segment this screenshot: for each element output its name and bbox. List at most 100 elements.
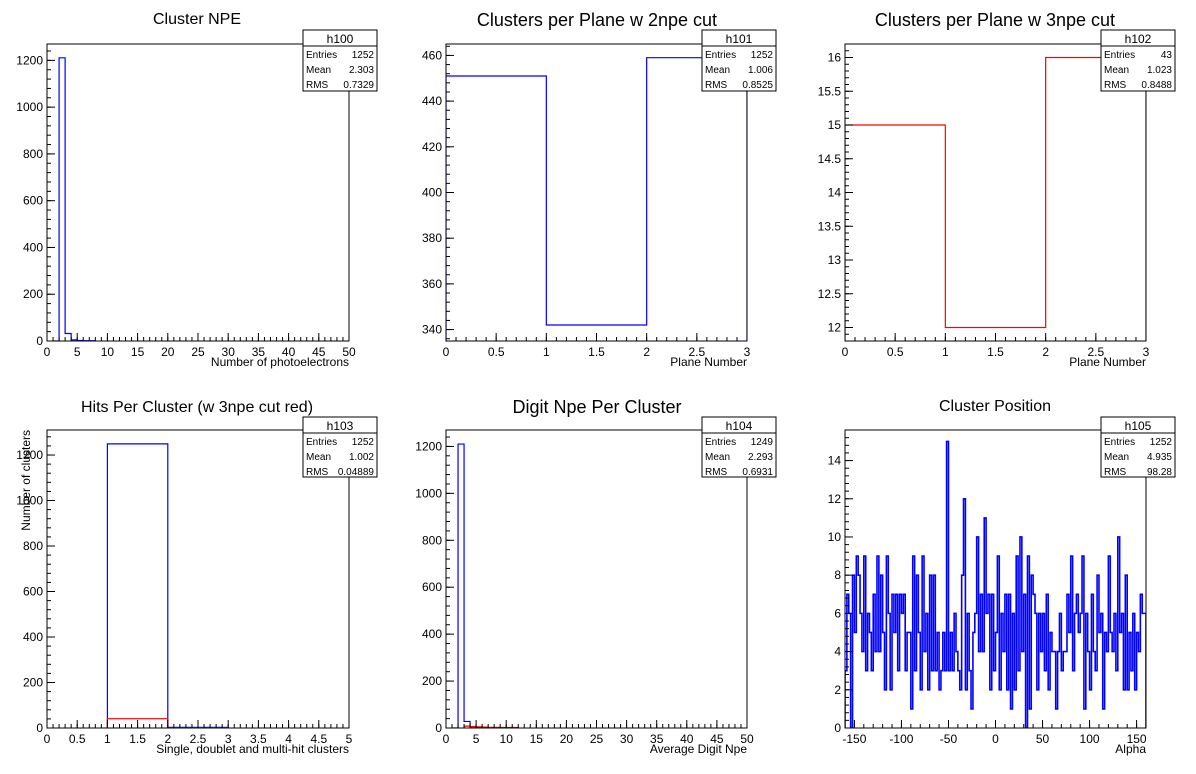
y-tick-label: 14 — [828, 454, 842, 468]
y-tick-label: 2 — [834, 683, 841, 697]
stats-label-mean: Mean — [705, 65, 730, 76]
stats-box-frame — [1100, 29, 1176, 92]
x-tick-label: 0.5 — [488, 345, 505, 359]
stats-value-rms: 0.8525 — [742, 80, 773, 91]
stats-value-entries: 43 — [1161, 50, 1173, 61]
x-tick-label: 20 — [560, 732, 574, 746]
x-tick-label: 20 — [161, 345, 175, 359]
y-tick-label: 1000 — [16, 494, 43, 508]
stats-hist-name: h103 — [327, 419, 354, 433]
y-tick-label: 12 — [828, 492, 842, 506]
histogram-series-0 — [845, 440, 1146, 728]
y-tick-label: 12 — [828, 321, 842, 335]
x-tick-label: 4.5 — [310, 732, 327, 746]
x-tick-label: 0 — [842, 345, 849, 359]
y-tick-label: 15.5 — [818, 84, 842, 98]
stats-value-mean: 2.293 — [748, 452, 773, 463]
x-tick-label: 1 — [543, 345, 550, 359]
x-tick-label: 1.5 — [588, 345, 605, 359]
y-tick-label: 200 — [422, 674, 442, 688]
x-tick-label: 0.5 — [69, 732, 86, 746]
y-tick-label: 13 — [828, 253, 842, 267]
stats-hist-name: h101 — [726, 32, 753, 46]
stats-value-entries: 1252 — [1150, 437, 1173, 448]
x-tick-label: 3.5 — [250, 732, 267, 746]
y-tick-label: 400 — [23, 630, 43, 644]
stats-label-rms: RMS — [306, 80, 329, 91]
stats-label-entries: Entries — [306, 437, 337, 448]
stats-value-rms: 0.8488 — [1141, 80, 1172, 91]
chart-pad-h104: Digit Npe Per Cluster 0 5 10 15 20 25 30 35 40 45 5… — [415, 397, 777, 756]
stats-value-rms: 98.28 — [1147, 467, 1172, 478]
y-tick-label: 8 — [834, 568, 841, 582]
x-tick-label: -50 — [940, 732, 958, 746]
stats-box: h101 Entries 1252 Mean 1.006 RMS 0.8525 — [701, 29, 777, 92]
x-tick-label: 45 — [710, 732, 724, 746]
x-axis-title: Plane Number — [1069, 355, 1146, 369]
histogram-series-0 — [106, 443, 229, 728]
stats-box: h103 Entries 1252 Mean 1.002 RMS 0.04889 — [302, 416, 378, 478]
stats-value-entries: 1252 — [352, 50, 375, 61]
y-tick-label: 0 — [834, 721, 841, 735]
y-tick-label: 15 — [828, 118, 842, 132]
y-tick-label: 800 — [23, 147, 43, 161]
y-tick-label: 1000 — [16, 100, 43, 114]
y-tick-label: 1200 — [16, 53, 43, 67]
chart-title: Clusters per Plane w 3npe cut — [875, 10, 1115, 30]
stats-label-rms: RMS — [1104, 467, 1127, 478]
x-tick-label: 45 — [312, 345, 326, 359]
histogram-series-0 — [53, 57, 96, 341]
stats-label-entries: Entries — [306, 50, 337, 61]
x-tick-label: 0 — [44, 345, 51, 359]
stats-value-mean: 2.303 — [349, 65, 374, 76]
x-tick-label: 0 — [443, 732, 450, 746]
y-tick-label: 400 — [422, 186, 442, 200]
y-tick-label: 0 — [36, 721, 43, 735]
y-tick-label: 800 — [422, 533, 442, 547]
y-tick-label: 1200 — [415, 439, 442, 453]
y-tick-label: 800 — [23, 539, 43, 553]
y-tick-label: 0 — [36, 334, 43, 348]
x-tick-label: 40 — [680, 732, 694, 746]
x-tick-label: 5 — [346, 732, 353, 746]
x-tick-label: 3 — [1143, 345, 1150, 359]
y-tick-label: 340 — [422, 323, 442, 337]
stats-box: h100 Entries 1252 Mean 2.303 RMS 0.7329 — [302, 29, 378, 92]
stats-label-rms: RMS — [1104, 80, 1127, 91]
x-tick-label: 2.5 — [688, 345, 705, 359]
y-tick-label: 14 — [828, 186, 842, 200]
x-tick-label: 3 — [225, 732, 232, 746]
x-tick-label: 35 — [650, 732, 664, 746]
x-axis-title: Alpha — [1115, 742, 1146, 756]
y-tick-label: 0 — [435, 721, 442, 735]
histogram-series-0 — [845, 56, 1146, 341]
x-tick-label: 1.5 — [129, 732, 146, 746]
stats-label-mean: Mean — [1104, 452, 1129, 463]
x-tick-label: 100 — [1080, 732, 1100, 746]
stats-label-mean: Mean — [306, 452, 331, 463]
x-tick-label: 2.5 — [1087, 345, 1104, 359]
x-tick-label: 10 — [101, 345, 115, 359]
x-tick-label: 5 — [74, 345, 81, 359]
y-tick-label: 600 — [23, 194, 43, 208]
stats-value-mean: 1.006 — [748, 65, 773, 76]
chart-pad-h105: Cluster Position -150 -100 -50 0 50 100 150 0 2 4 6… — [828, 398, 1176, 756]
y-tick-label: 13.5 — [818, 219, 842, 233]
chart-title: Hits Per Cluster (w 3npe cut red) — [81, 399, 313, 416]
stats-label-entries: Entries — [1104, 50, 1135, 61]
x-tick-label: 1.5 — [987, 345, 1004, 359]
x-tick-label: 15 — [530, 732, 544, 746]
chart-pad-h102: Clusters per Plane w 3npe cut 0 0.5 1 1.5 2 2.… — [818, 10, 1176, 369]
stats-box: h104 Entries 1249 Mean 2.293 RMS 0.6931 — [701, 416, 777, 478]
y-tick-label: 400 — [23, 240, 43, 254]
stats-box-frame — [1100, 416, 1176, 478]
stats-value-rms: 0.7329 — [343, 80, 374, 91]
x-tick-label: -100 — [889, 732, 913, 746]
stats-value-entries: 1249 — [751, 437, 774, 448]
stats-label-mean: Mean — [1104, 65, 1129, 76]
x-tick-label: 40 — [282, 345, 296, 359]
stats-box-frame — [302, 29, 378, 92]
stats-box-frame — [302, 416, 378, 478]
stats-value-mean: 1.023 — [1147, 65, 1172, 76]
